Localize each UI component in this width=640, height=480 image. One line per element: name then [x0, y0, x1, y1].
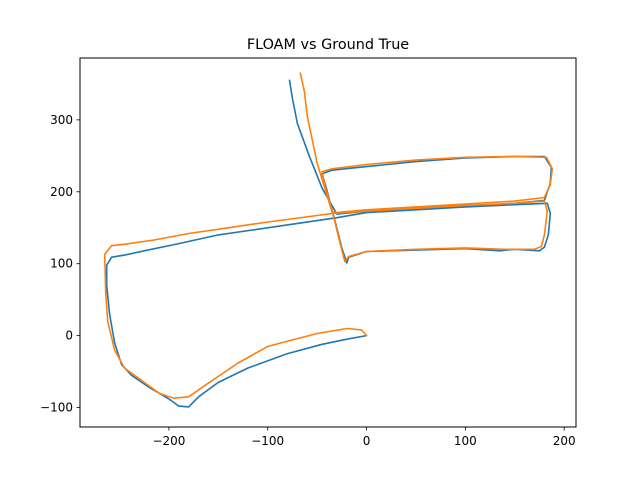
- x-axis: −200 −100 0 100 200: [152, 427, 576, 448]
- x-tick-label: 200: [553, 434, 576, 448]
- y-tick-label: −100: [40, 401, 73, 415]
- plot-frame: [79, 57, 577, 428]
- y-tick-label: 300: [50, 113, 73, 127]
- chart-title: FLOAM vs Ground True: [247, 37, 409, 53]
- y-axis: −100 0 100 200 300: [40, 113, 80, 415]
- y-tick-label: 0: [65, 329, 73, 343]
- y-tick-label: 200: [50, 185, 73, 199]
- x-tick-label: −100: [251, 434, 284, 448]
- x-tick-label: 100: [454, 434, 477, 448]
- series-layer: [103, 72, 554, 408]
- x-tick-label: 0: [363, 434, 371, 448]
- y-tick-label: 100: [50, 257, 73, 271]
- series-line-2: [103, 72, 554, 400]
- x-tick-label: −200: [152, 434, 185, 448]
